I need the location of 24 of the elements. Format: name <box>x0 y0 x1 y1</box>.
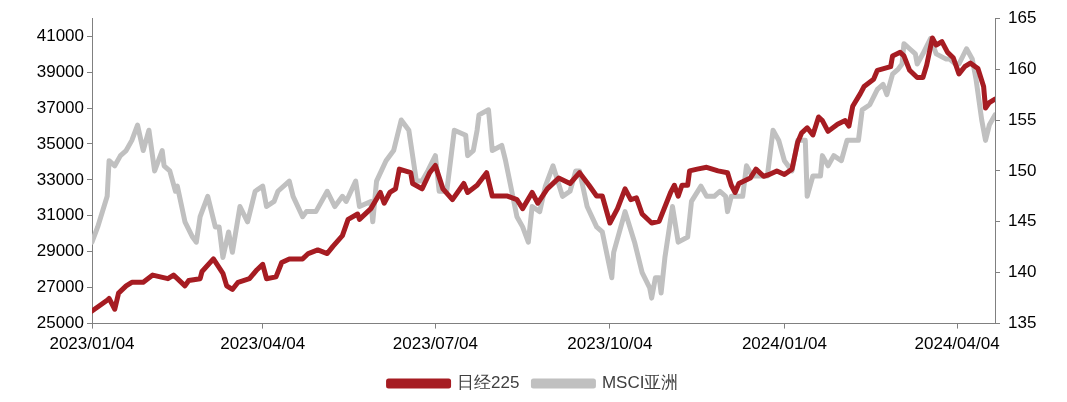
x-tick-label: 2023/07/04 <box>392 334 478 354</box>
y-tick-label: 41000 <box>36 25 84 45</box>
y2-tick-label: 150 <box>1008 160 1037 180</box>
y2-tick-label: 135 <box>1008 313 1037 333</box>
y2-tick-label: 140 <box>1008 262 1037 282</box>
x-tick-label: 2024/01/04 <box>741 334 827 354</box>
y-tick-label: 35000 <box>36 133 84 153</box>
y-tick-label: 39000 <box>36 61 84 81</box>
y-tick-label: 37000 <box>36 97 84 117</box>
x-tick-label: 2023/04/04 <box>220 334 306 354</box>
y2-tick-label: 155 <box>1008 109 1037 129</box>
y-tick-label: 33000 <box>36 169 84 189</box>
x-tick-label: 2023/01/04 <box>49 334 135 354</box>
y2-tick-label: 160 <box>1008 58 1037 78</box>
y-tick-label: 31000 <box>36 205 84 225</box>
legend-label: MSCI亚洲 <box>601 373 679 393</box>
y-tick-label: 27000 <box>36 277 84 297</box>
y2-tick-label: 165 <box>1008 7 1037 27</box>
y-tick-label: 25000 <box>36 313 84 333</box>
x-tick-label: 2023/10/04 <box>567 334 653 354</box>
y-tick-label: 29000 <box>36 241 84 261</box>
x-tick-label: 2024/04/04 <box>914 334 1000 354</box>
y2-tick-label: 145 <box>1008 211 1037 231</box>
legend-label: 日经225 <box>457 373 520 393</box>
